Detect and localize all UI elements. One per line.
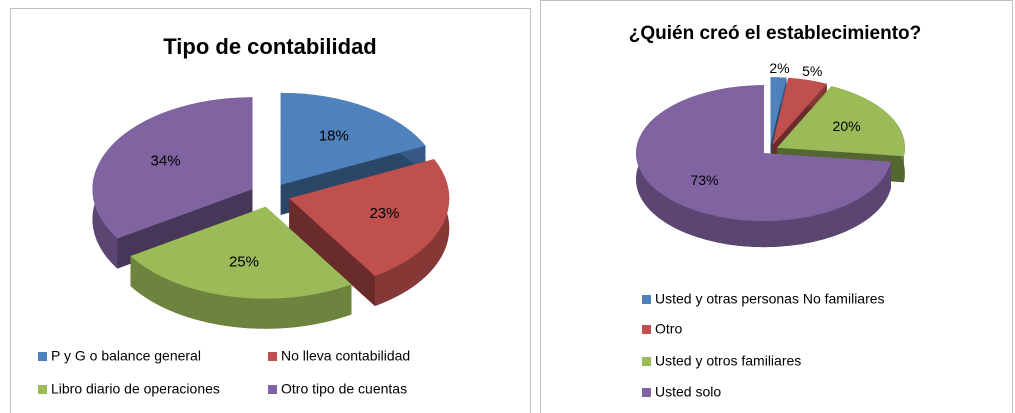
slice-side: [130, 256, 352, 329]
legend-swatch: [38, 352, 47, 361]
legend-label: Usted y otros familiares: [655, 353, 801, 369]
data-label: 25%: [229, 253, 259, 270]
legend-swatch: [38, 385, 47, 394]
slice-side: [289, 198, 375, 307]
slice: [635, 85, 891, 222]
slice: [92, 97, 253, 239]
slice-side: [374, 159, 450, 307]
slice: [770, 77, 787, 146]
data-label: 23%: [369, 205, 399, 222]
slice: [772, 77, 827, 146]
legend-swatch: [642, 295, 651, 304]
legend-swatch: [642, 357, 651, 366]
legend-label: Otro tipo de cuentas: [281, 381, 407, 397]
legend-swatch: [268, 385, 277, 394]
legend-label: Usted solo: [655, 384, 721, 400]
slice: [130, 206, 352, 299]
legend-swatch: [642, 388, 651, 397]
legend-label: No lleva contabilidad: [281, 348, 410, 364]
data-label: 34%: [151, 153, 181, 170]
data-label: 20%: [833, 118, 861, 134]
chart-title: Tipo de contabilidad: [163, 34, 377, 59]
legend-swatch: [642, 325, 651, 334]
legend-label: Otro: [655, 321, 682, 337]
data-label: 73%: [690, 172, 718, 188]
legend-swatch: [268, 352, 277, 361]
legend-label: Libro diario de operaciones: [51, 381, 220, 397]
slice: [289, 159, 450, 277]
slice: [280, 92, 426, 185]
slice: [777, 86, 906, 157]
data-label: 2%: [769, 60, 789, 76]
chart-title: ¿Quién creó el establecimiento?: [629, 23, 921, 44]
legend-label: P y G o balance general: [51, 348, 201, 364]
legend-label: Usted y otras personas No familiares: [655, 291, 885, 307]
data-label: 5%: [802, 63, 822, 79]
data-label: 18%: [319, 128, 349, 145]
